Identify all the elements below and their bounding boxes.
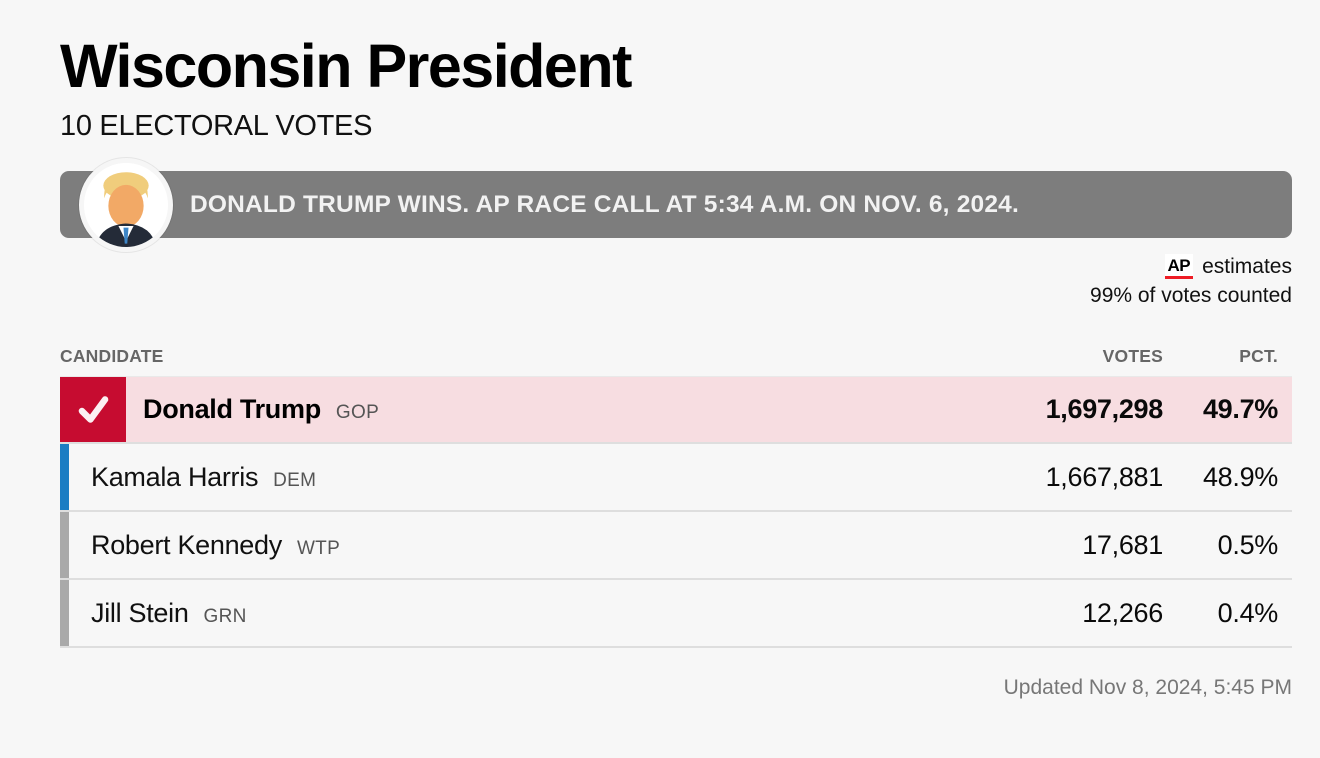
estimates-block: AP estimates 99% of votes counted: [60, 254, 1292, 308]
votes-value: 17,681: [1082, 529, 1163, 560]
votes-value: 1,667,881: [1045, 461, 1164, 492]
party-color-bar: [60, 512, 69, 579]
results-table-header: CANDIDATE VOTES PCT.: [60, 346, 1292, 376]
header-candidate: CANDIDATE: [60, 346, 164, 367]
table-row-kennedy: Robert Kennedy WTP 17,681 0.5%: [60, 512, 1292, 581]
table-row-trump: Donald Trump GOP 1,697,298 49.7%: [60, 376, 1292, 445]
party-label: DEM: [273, 469, 317, 491]
party-label: WTP: [296, 537, 341, 559]
party-color-bar: [60, 444, 69, 511]
pct-value: 48.9%: [1202, 461, 1278, 492]
candidate-cell: Jill Stein GRN: [69, 598, 978, 629]
race-call-text: DONALD TRUMP WINS. AP RACE CALL AT 5:34 …: [190, 190, 1020, 218]
party-label: GOP: [335, 402, 380, 424]
candidate-name: Jill Stein: [91, 597, 189, 628]
electoral-votes-subtitle: 10 ELECTORAL VOTES: [60, 110, 373, 143]
race-widget: Wisconsin President 10 ELECTORAL VOTES D…: [60, 32, 1292, 700]
pct-value: 49.7%: [1202, 394, 1278, 425]
party-label: GRN: [203, 605, 247, 627]
votes-counted-label: 99% of votes counted: [1090, 284, 1292, 308]
winner-banner: DONALD TRUMP WINS. AP RACE CALL AT 5:34 …: [60, 157, 1292, 252]
candidate-cell: Robert Kennedy WTP: [69, 530, 978, 561]
row-content: Donald Trump GOP 1,697,298 49.7%: [126, 377, 1292, 442]
votes-value: 12,266: [1082, 597, 1163, 628]
candidate-name: Kamala Harris: [91, 461, 259, 492]
candidate-name: Donald Trump: [143, 394, 321, 425]
table-row-stein: Jill Stein GRN 12,266 0.4%: [60, 580, 1292, 649]
trump-portrait-icon: [84, 162, 168, 247]
votes-value: 1,697,298: [1045, 394, 1164, 425]
row-content: Robert Kennedy WTP 17,681 0.5%: [69, 512, 1292, 578]
row-content: Kamala Harris DEM 1,667,881 48.9%: [69, 444, 1292, 510]
estimates-label: estimates: [1202, 254, 1292, 278]
header-pct: PCT.: [1239, 346, 1278, 367]
candidate-cell: Donald Trump GOP: [126, 394, 978, 425]
candidate-cell: Kamala Harris DEM: [69, 462, 978, 493]
candidate-name: Robert Kennedy: [91, 529, 282, 560]
ap-estimates-line: AP estimates: [1164, 254, 1292, 280]
row-content: Jill Stein GRN 12,266 0.4%: [69, 580, 1292, 646]
winner-checkmark-icon: [60, 377, 126, 443]
page-title: Wisconsin President: [60, 32, 632, 100]
pct-value: 0.5%: [1217, 529, 1279, 560]
pct-value: 0.4%: [1217, 597, 1279, 628]
ap-logo: AP: [1164, 254, 1194, 280]
party-color-bar: [60, 580, 69, 647]
table-row-harris: Kamala Harris DEM 1,667,881 48.9%: [60, 444, 1292, 513]
updated-timestamp: Updated Nov 8, 2024, 5:45 PM: [1003, 676, 1292, 700]
results-table: CANDIDATE VOTES PCT. Donald Trump GOP 1,…: [60, 346, 1292, 649]
winner-avatar: [79, 157, 173, 252]
header-votes: VOTES: [1102, 346, 1163, 367]
